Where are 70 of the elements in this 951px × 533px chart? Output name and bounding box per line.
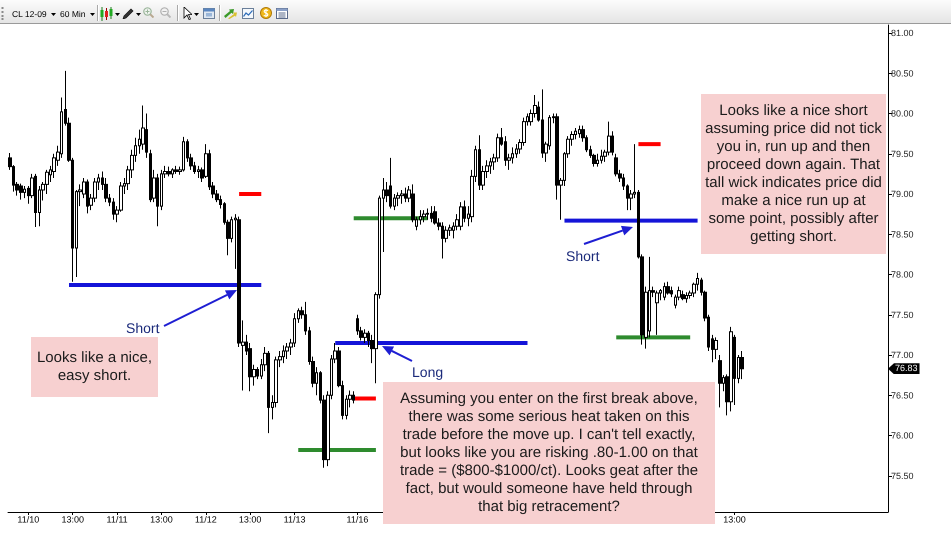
candlestick <box>171 168 174 178</box>
chart-subtitle: 60 Min <box>60 8 86 20</box>
x-tick-label: 13:00 <box>723 514 746 524</box>
candlestick <box>426 208 429 220</box>
y-tick-label: 78.00 <box>891 270 914 280</box>
x-tick-label: 11/11 <box>106 514 128 524</box>
candlestick <box>174 165 178 174</box>
candlestick <box>282 344 285 364</box>
candlestick <box>655 290 659 336</box>
y-tick-label: 78.50 <box>891 229 914 240</box>
annotation: Assuming you enter on the first break above, there was some serious heat taken on this trade before the move up. I can't tell exactly, but looks like you are risking .80-1.00 on that trade = ($800-$1000/ct). Looks geat after the fact, but would someone have held through that big retracement? <box>383 382 715 524</box>
y-tick-label: 77.00 <box>891 350 914 360</box>
annotation: Long <box>412 364 444 380</box>
candlestick <box>578 125 581 138</box>
candlestick <box>685 292 688 304</box>
candlestick <box>718 354 722 408</box>
candlestick <box>396 192 400 207</box>
candlestick <box>404 187 407 203</box>
candlestick <box>112 198 115 220</box>
candlestick <box>681 290 685 301</box>
candlestick <box>389 157 392 210</box>
x-tick-label: 11/16 <box>346 514 368 524</box>
candlestick <box>149 149 152 203</box>
candlestick <box>670 286 673 298</box>
y-tick-label: 79.50 <box>891 148 914 159</box>
candlestick <box>86 179 89 214</box>
y-tick-label: 76.00 <box>891 430 914 441</box>
candlestick <box>197 165 200 178</box>
candlestick <box>600 149 603 164</box>
candlestick <box>663 282 666 301</box>
candlestick <box>422 210 426 223</box>
candlestick <box>352 390 355 404</box>
annotation: Short <box>566 248 600 264</box>
candlestick <box>441 222 444 259</box>
x-tick-label: 11/12 <box>194 514 217 524</box>
y-tick-label: 77.50 <box>891 310 914 320</box>
y-tick-label: 79.00 <box>891 189 914 200</box>
annotation: Looks like a nice, easy short. <box>31 337 158 397</box>
y-tick-label: 80.50 <box>891 68 914 78</box>
annotation: Looks like a nice short assuming price did not tick you in, run up and then proceed down again. That tall wick indicates price did make a nice run up at some point, possibly after getting short. <box>701 94 886 254</box>
candlestick <box>740 350 744 380</box>
candlestick <box>729 326 733 412</box>
candlestick <box>541 88 544 158</box>
x-tick-label: 13:00 <box>61 514 84 524</box>
annotation: Short <box>126 320 160 336</box>
x-tick-label: 13:00 <box>150 514 173 524</box>
candlestick <box>489 157 492 174</box>
candlestick <box>459 202 463 231</box>
candlestick <box>400 190 404 204</box>
candlestick <box>156 173 159 227</box>
x-tick-label: 11/13 <box>284 514 306 524</box>
candlestick <box>478 134 481 191</box>
x-tick-label: 13:00 <box>238 514 262 524</box>
candlestick <box>363 328 367 344</box>
candlestick <box>19 183 23 200</box>
candlestick <box>430 206 433 223</box>
chart-title: CL 12-09 <box>12 8 47 20</box>
text: 76.83 <box>888 363 920 374</box>
candlestick <box>714 336 718 360</box>
candlestick <box>285 342 289 360</box>
candlestick <box>34 173 37 228</box>
y-tick-label: 80.00 <box>891 108 914 119</box>
candlestick <box>167 166 171 177</box>
candlestick <box>267 350 270 434</box>
candlestick <box>596 153 599 168</box>
y-tick-label: 76.50 <box>891 390 914 400</box>
y-tick-label: 75.50 <box>891 470 914 481</box>
x-tick-label: 11/10 <box>17 514 40 524</box>
candlestick <box>182 136 185 172</box>
y-tick-label: 81.00 <box>891 28 914 38</box>
